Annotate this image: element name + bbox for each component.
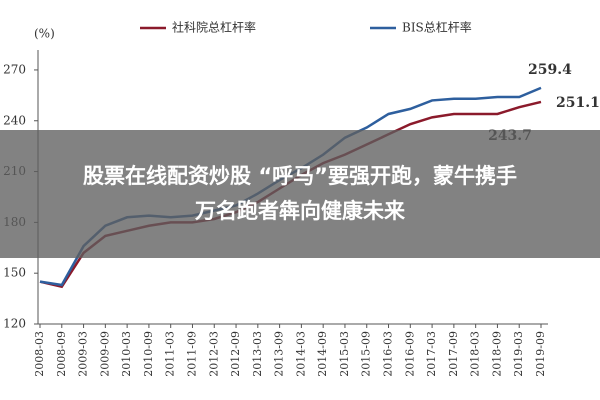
x-tick-label: 2008-03 [33, 331, 46, 377]
x-tick-label: 2010-09 [142, 331, 155, 377]
y-tick-label: 270 [3, 62, 26, 76]
x-tick-label: 2009-09 [98, 331, 111, 377]
x-tick-label: 2017-09 [447, 331, 460, 377]
x-tick-label: 2010-03 [120, 331, 133, 377]
x-tick-label: 2018-09 [490, 331, 503, 377]
x-tick-label: 2013-03 [251, 331, 264, 377]
legend-label: 社科院总杠杆率 [172, 20, 256, 35]
x-tick-label: 2011-03 [164, 331, 177, 377]
annotation: 251.1 [556, 95, 600, 111]
x-tick-label: 2016-03 [382, 331, 395, 377]
x-tick-label: 2014-03 [294, 331, 307, 377]
headline-line: 万名跑者犇向健康未来 [195, 199, 405, 223]
x-tick-label: 2014-09 [316, 331, 329, 377]
legend-label: BIS总杠杆率 [402, 20, 472, 35]
y-tick-label: 120 [3, 317, 26, 331]
x-tick-label: 2009-03 [77, 331, 90, 377]
x-tick-label: 2018-03 [469, 331, 482, 377]
x-tick-label: 2011-09 [185, 331, 198, 377]
x-tick-label: 2017-03 [425, 331, 438, 377]
annotation: 259.4 [528, 62, 572, 78]
x-tick-label: 2012-09 [229, 331, 242, 377]
x-tick-label: 2019-09 [534, 331, 547, 377]
x-tick-label: 2012-03 [207, 331, 220, 377]
y-tick-label: 240 [3, 113, 26, 127]
x-tick-label: 2016-09 [403, 331, 416, 377]
y-tick-label: 150 [3, 266, 26, 280]
x-tick-label: 2015-09 [360, 331, 373, 377]
headline-banner: 股票在线配资炒股 “呼马”要强开跑，蒙牛携手 万名跑者犇向健康未来 [0, 130, 600, 258]
y-axis-label: (%) [34, 27, 55, 41]
x-tick-label: 2013-09 [273, 331, 286, 377]
headline-line: 股票在线配资炒股 “呼马”要强开跑，蒙牛携手 [83, 164, 517, 188]
x-tick-label: 2015-03 [338, 331, 351, 377]
x-tick-label: 2019-03 [512, 331, 525, 377]
x-tick-label: 2008-09 [55, 331, 68, 377]
